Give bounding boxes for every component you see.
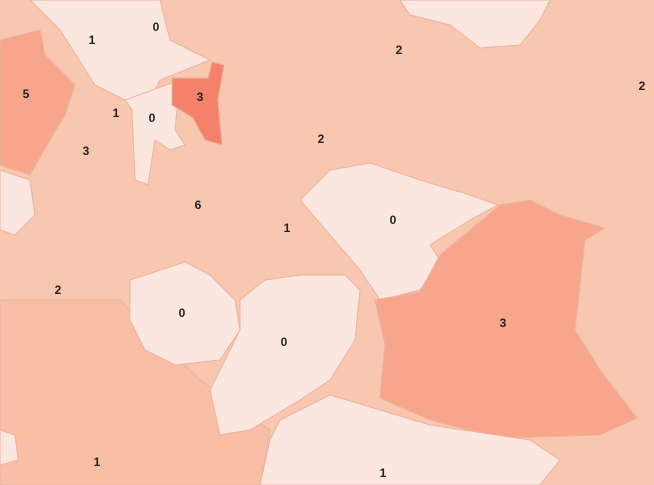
region-value-label: 0 xyxy=(148,111,156,125)
region-value-label: 2 xyxy=(54,283,62,297)
region-value-label: 2 xyxy=(317,132,325,146)
region[interactable] xyxy=(209,274,361,436)
region-value-label: 5 xyxy=(22,87,30,101)
region-value-label: 6 xyxy=(194,198,202,212)
region[interactable] xyxy=(129,261,241,366)
region-value-label: 1 xyxy=(379,466,387,480)
region-value-label: 3 xyxy=(82,144,90,158)
region-value-label: 3 xyxy=(196,90,204,104)
region[interactable] xyxy=(259,394,561,485)
region[interactable] xyxy=(399,0,551,49)
region-value-label: 0 xyxy=(389,213,397,227)
region[interactable] xyxy=(0,299,271,485)
region[interactable] xyxy=(0,169,36,236)
region-value-label: 1 xyxy=(88,33,96,47)
region-value-label: 1 xyxy=(112,106,120,120)
region-value-label: 1 xyxy=(93,455,101,469)
region[interactable] xyxy=(0,429,19,466)
region-value-label: 3 xyxy=(499,316,507,330)
region-value-label: 0 xyxy=(152,20,160,34)
region[interactable] xyxy=(374,199,638,439)
region[interactable] xyxy=(171,61,225,146)
region-value-label: 0 xyxy=(178,306,186,320)
region[interactable] xyxy=(0,29,76,176)
region-value-label: 0 xyxy=(280,335,288,349)
region-value-label: 2 xyxy=(638,79,646,93)
region-value-label: 2 xyxy=(395,43,403,57)
region-value-label: 1 xyxy=(283,221,291,235)
